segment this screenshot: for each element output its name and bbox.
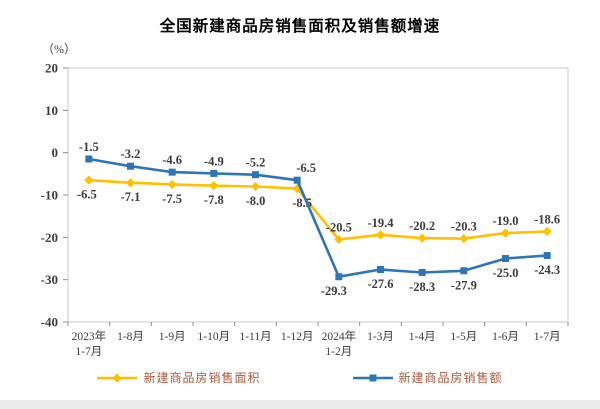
diamond-marker xyxy=(375,230,386,240)
x-axis-category-label: 1-10月 xyxy=(198,331,231,343)
diamond-marker xyxy=(209,181,219,191)
diamond-marker xyxy=(459,234,469,244)
data-label: -8.5 xyxy=(292,196,312,210)
x-axis-category-label: 1-9月 xyxy=(159,331,186,343)
data-label: -7.5 xyxy=(162,192,182,206)
data-label: -20.3 xyxy=(451,220,477,234)
data-label: -19.0 xyxy=(492,214,518,228)
square-marker xyxy=(252,171,259,179)
data-label: -27.9 xyxy=(451,278,477,292)
legend-item-sales-area: 新建商品房销售面积 xyxy=(97,369,260,386)
data-label: -7.8 xyxy=(204,193,224,207)
data-label: -4.9 xyxy=(204,154,224,168)
square-marker xyxy=(210,169,218,177)
x-axis-category-label: 1-6月 xyxy=(492,331,519,343)
plot-area-border xyxy=(67,67,569,323)
chart-svg: 20 10 0 -10 -20 -30 -40 2023年 1-7月 1-8月 1-9月 1-10月 1… xyxy=(41,61,569,358)
diamond-marker xyxy=(334,234,344,245)
data-label: -25.0 xyxy=(492,266,518,280)
legend-swatch-icon xyxy=(97,372,138,383)
diamond-marker xyxy=(542,226,552,237)
square-marker xyxy=(127,162,134,170)
data-label: -1.5 xyxy=(79,140,99,154)
square-marker xyxy=(293,176,301,184)
diamond-marker xyxy=(84,175,94,185)
x-axis-category-label: 1-12月 xyxy=(281,331,314,343)
square-marker xyxy=(377,266,384,274)
data-label: -20.2 xyxy=(409,219,435,233)
x-axis-category-label: 1-4月 xyxy=(409,331,436,343)
data-label: -6.5 xyxy=(77,188,97,202)
chart-title: 全国新建商品房销售面积及销售额增速 xyxy=(159,18,441,35)
square-marker xyxy=(85,155,93,163)
series-line-sales-area xyxy=(87,178,549,241)
x-axis-category-label: 2024年 xyxy=(322,329,357,343)
square-marker xyxy=(460,267,468,275)
data-label: -8.0 xyxy=(246,194,266,208)
x-axis-category-label: 1-5月 xyxy=(450,331,477,343)
bottom-strip xyxy=(0,400,600,409)
data-label: -24.3 xyxy=(534,263,560,277)
diamond-marker xyxy=(125,178,136,188)
x-axis-category-label: 1-7月 xyxy=(75,346,102,358)
x-axis-category-label: 2023年 xyxy=(72,329,107,343)
data-label: -19.4 xyxy=(367,216,394,230)
data-label: -27.6 xyxy=(367,277,393,291)
y-axis-tick-label: 10 xyxy=(45,103,58,118)
square-marker xyxy=(168,168,176,176)
x-axis-category-label: 1-2月 xyxy=(325,346,352,358)
data-label: -7.1 xyxy=(121,190,141,204)
data-label: -18.6 xyxy=(534,212,560,226)
y-axis-tick-label: -10 xyxy=(41,188,58,203)
diamond-marker xyxy=(500,228,511,238)
chart-legend: 新建商品房销售面积 新建商品房销售额 xyxy=(0,369,600,386)
diamond-marker xyxy=(292,184,302,194)
data-label: -20.5 xyxy=(326,220,352,234)
square-marker xyxy=(418,268,426,276)
y-axis-tick-label: -40 xyxy=(41,315,58,330)
x-axis-category-label: 1-8月 xyxy=(117,331,144,343)
diamond-marker xyxy=(250,181,261,192)
square-marker xyxy=(543,252,551,260)
x-axis-category-label: 1-3月 xyxy=(367,331,394,343)
x-axis-category-label: 1-7月 xyxy=(534,331,561,343)
series-line-sales-amount xyxy=(87,157,549,278)
y-axis-tick-label: -20 xyxy=(41,230,58,245)
square-marker xyxy=(335,273,343,281)
data-label: -29.3 xyxy=(321,284,347,298)
data-label: -3.2 xyxy=(121,147,141,161)
y-axis-tick-label: 20 xyxy=(45,61,58,76)
diamond-marker xyxy=(167,179,177,190)
legend-label: 新建商品房销售面积 xyxy=(143,371,261,385)
y-axis-tick-label: 0 xyxy=(52,145,59,160)
data-label: -5.2 xyxy=(246,156,266,170)
legend-item-sales-amount: 新建商品房销售额 xyxy=(352,369,503,386)
y-axis-unit-label: （%） xyxy=(42,42,76,56)
legend-label: 新建商品房销售额 xyxy=(398,371,503,385)
square-marker xyxy=(502,255,509,262)
data-label: -4.6 xyxy=(162,153,182,167)
y-axis-tick-label: -30 xyxy=(41,272,58,287)
data-label: -6.5 xyxy=(296,161,316,175)
legend-swatch-icon xyxy=(352,374,393,381)
data-label: -28.3 xyxy=(409,280,435,294)
x-axis-category-label: 1-11月 xyxy=(239,331,271,343)
diamond-marker xyxy=(417,233,427,243)
